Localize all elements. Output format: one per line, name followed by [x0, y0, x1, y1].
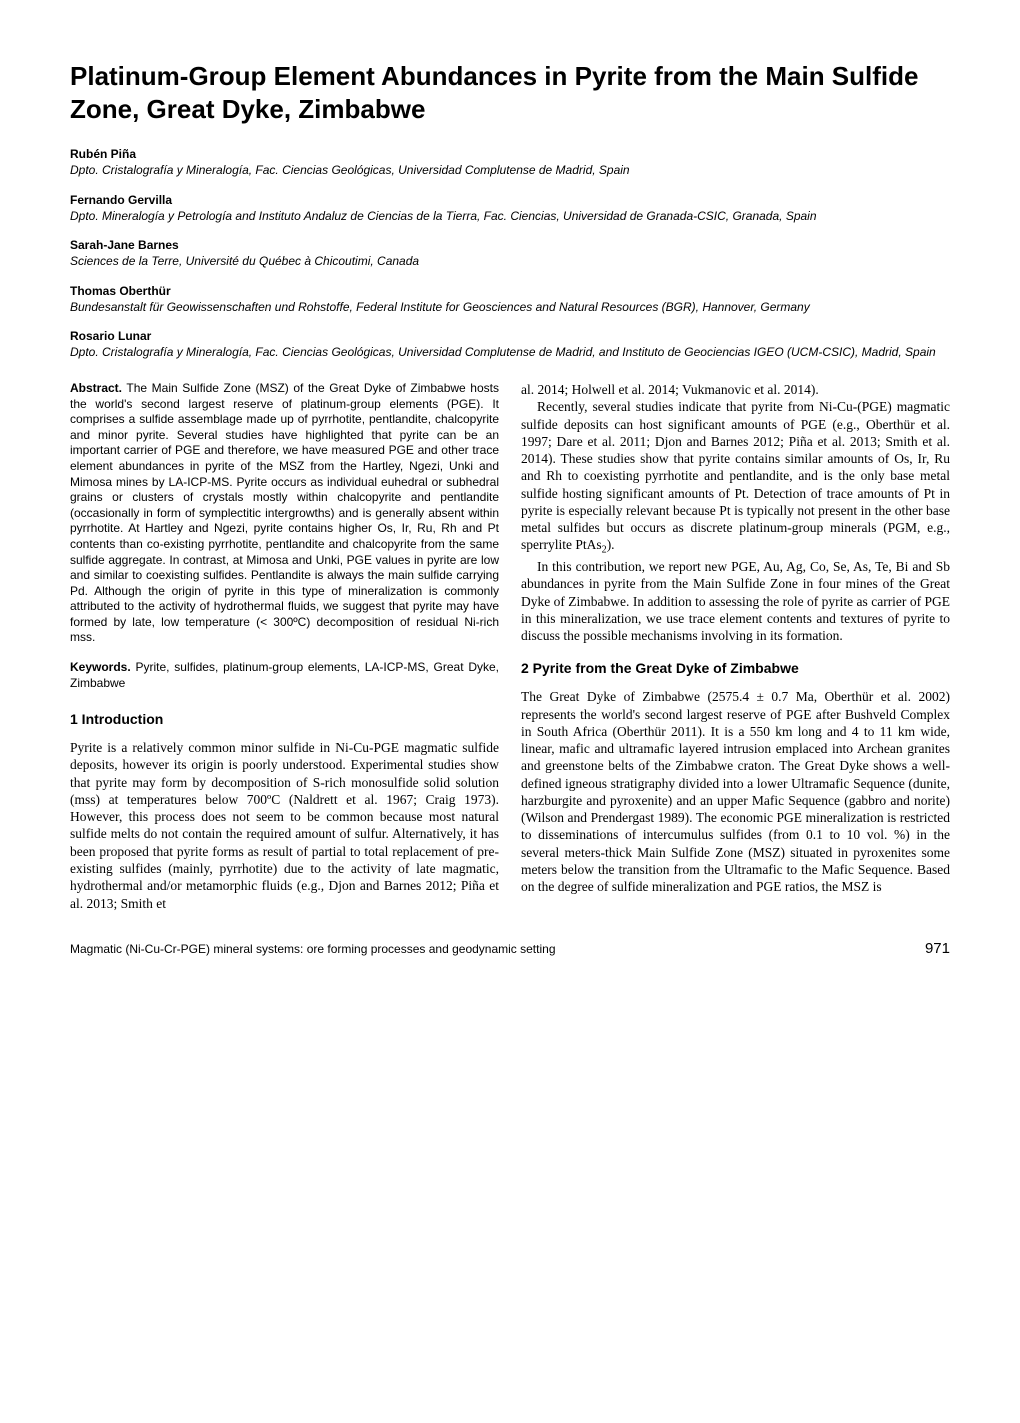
keywords-text: Pyrite, sulfides, platinum-group element…	[70, 660, 499, 690]
page-footer: Magmatic (Ni-Cu-Cr-PGE) mineral systems:…	[70, 940, 950, 957]
author-affiliation: Bundesanstalt für Geowissenschaften und …	[70, 300, 950, 316]
section-1-para-2: Recently, several studies indicate that …	[521, 398, 950, 558]
author-block: Rosario Lunar Dpto. Cristalografía y Min…	[70, 329, 950, 361]
section-1-para-3: In this contribution, we report new PGE,…	[521, 558, 950, 644]
abstract-text: The Main Sulfide Zone (MSZ) of the Great…	[70, 381, 499, 645]
section-1-para-1-continued: al. 2014; Holwell et al. 2014; Vukmanovi…	[521, 381, 950, 398]
author-affiliation: Dpto. Cristalografía y Mineralogía, Fac.…	[70, 345, 950, 361]
authors-section: Rubén Piña Dpto. Cristalografía y Minera…	[70, 147, 950, 361]
two-column-content: Abstract. The Main Sulfide Zone (MSZ) of…	[70, 381, 950, 912]
author-block: Thomas Oberthür Bundesanstalt für Geowis…	[70, 284, 950, 316]
abstract: Abstract. The Main Sulfide Zone (MSZ) of…	[70, 381, 499, 646]
author-name: Thomas Oberthür	[70, 284, 950, 298]
author-block: Fernando Gervilla Dpto. Mineralogía y Pe…	[70, 193, 950, 225]
section-2-para-1: The Great Dyke of Zimbabwe (2575.4 ± 0.7…	[521, 688, 950, 895]
author-affiliation: Dpto. Mineralogía y Petrología and Insti…	[70, 209, 950, 225]
author-name: Sarah-Jane Barnes	[70, 238, 950, 252]
author-name: Rosario Lunar	[70, 329, 950, 343]
para-text: Recently, several studies indicate that …	[521, 399, 950, 552]
page-number: 971	[925, 940, 950, 957]
author-affiliation: Dpto. Cristalografía y Mineralogía, Fac.…	[70, 163, 950, 179]
para-text: In this contribution, we report new PGE,…	[521, 559, 950, 643]
abstract-label: Abstract.	[70, 381, 122, 395]
left-column: Abstract. The Main Sulfide Zone (MSZ) of…	[70, 381, 499, 912]
right-column: al. 2014; Holwell et al. 2014; Vukmanovi…	[521, 381, 950, 912]
section-2-heading: 2 Pyrite from the Great Dyke of Zimbabwe	[521, 660, 950, 678]
author-affiliation: Sciences de la Terre, Université du Québ…	[70, 254, 950, 270]
author-block: Sarah-Jane Barnes Sciences de la Terre, …	[70, 238, 950, 270]
paper-title: Platinum-Group Element Abundances in Pyr…	[70, 60, 950, 125]
author-name: Rubén Piña	[70, 147, 950, 161]
keywords: Keywords. Pyrite, sulfides, platinum-gro…	[70, 660, 499, 691]
footer-text: Magmatic (Ni-Cu-Cr-PGE) mineral systems:…	[70, 942, 556, 956]
section-1-heading: 1 Introduction	[70, 711, 499, 729]
para-text: ).	[607, 537, 615, 552]
section-1-para-1: Pyrite is a relatively common minor sulf…	[70, 739, 499, 912]
author-name: Fernando Gervilla	[70, 193, 950, 207]
keywords-label: Keywords.	[70, 660, 131, 674]
author-block: Rubén Piña Dpto. Cristalografía y Minera…	[70, 147, 950, 179]
